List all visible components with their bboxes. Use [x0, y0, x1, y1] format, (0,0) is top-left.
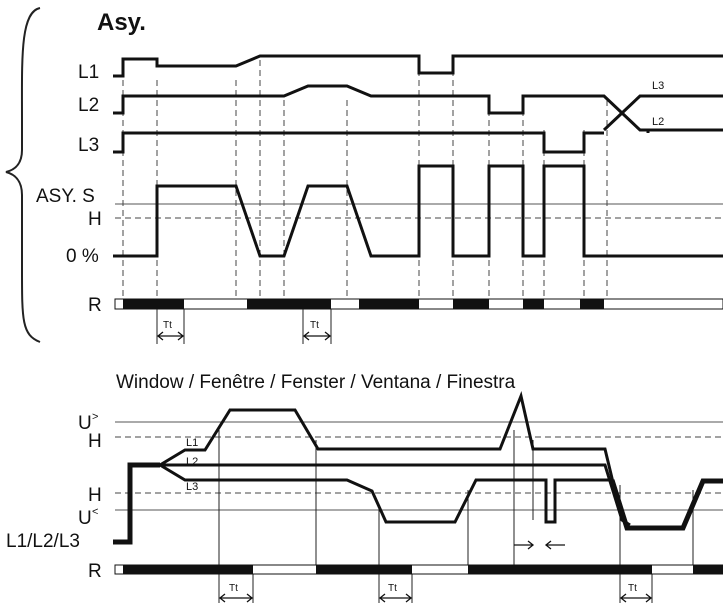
label-u-over: U [78, 413, 92, 434]
asy-l2-after-cross [602, 94, 723, 132]
asy-l3-waveform [113, 131, 604, 154]
asy-relay-bar [114, 298, 723, 310]
window-l123-waveform-start [113, 462, 160, 545]
cross-label-l2: L2 [652, 116, 664, 128]
asy-signal-waveform [113, 164, 723, 258]
asy-l1-waveform [113, 54, 723, 78]
left-brace [5, 7, 41, 343]
label-zero-percent: 0 % [66, 246, 99, 267]
label-h-bottom: H [88, 485, 102, 506]
label-u-under: U [78, 508, 92, 529]
window-l123-waveform-end [609, 478, 723, 531]
window-l3-dip [540, 478, 624, 524]
asy-tt-marker-2: Tt [302, 309, 332, 344]
asy-tt-label-2: Tt [310, 320, 319, 331]
label-u-under-sup: < [92, 506, 98, 518]
label-u-over-sup: > [92, 411, 98, 423]
window-tt-label-3: Tt [628, 583, 637, 594]
label-h: H [88, 209, 102, 230]
window-tt-marker-1: Tt [218, 583, 254, 603]
asy-title: Asy. [97, 9, 146, 36]
window-relay-bar [114, 564, 723, 575]
label-asy-s: ASY. S [36, 186, 95, 207]
label-l3: L3 [78, 135, 99, 156]
asy-tt-label-1: Tt [163, 320, 172, 331]
asy-tt-marker-1: Tt [156, 309, 185, 344]
label-r-window: R [88, 561, 102, 582]
window-l1-waveform [159, 390, 631, 527]
window-small-l3: L3 [186, 481, 198, 493]
label-l2: L2 [78, 95, 99, 116]
asy-l2-waveform [113, 84, 650, 133]
window-tt-marker-3: Tt [619, 583, 653, 603]
window-title: Window / Fenêtre / Fenster / Ventana / F… [116, 372, 516, 393]
label-r: R [88, 295, 102, 316]
label-l1: L1 [78, 62, 99, 83]
window-tt-label-2: Tt [388, 583, 397, 594]
label-h-top: H [88, 431, 102, 452]
window-l3-waveform [159, 463, 540, 524]
window-small-l1: L1 [186, 437, 198, 449]
cross-label-l3: L3 [652, 80, 664, 92]
label-l1-l2-l3: L1/L2/L3 [6, 531, 80, 552]
window-dip-arrows [514, 540, 565, 550]
window-tt-label-1: Tt [229, 583, 238, 594]
window-tt-marker-2: Tt [378, 583, 413, 603]
window-small-l2: L2 [186, 456, 198, 468]
